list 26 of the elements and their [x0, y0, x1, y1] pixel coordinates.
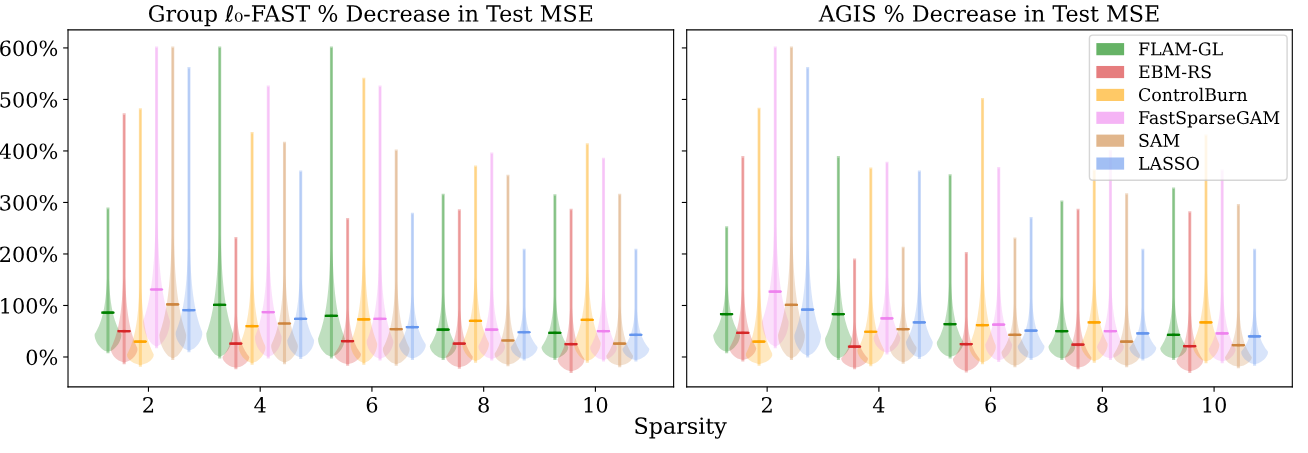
x-tick-label: 10: [1203, 396, 1226, 413]
x-tick-label: 4: [872, 396, 885, 413]
legend-label: FLAM-GL: [1138, 42, 1223, 56]
chart-title: AGIS % Decrease in Test MSE: [818, 5, 1159, 22]
x-tick-label: 8: [1097, 396, 1108, 413]
legend-label: LASSO: [1138, 156, 1199, 170]
y-tick-label: 500%: [0, 91, 58, 108]
y-tick-label: 200%: [0, 246, 58, 263]
x-tick-label: 4: [254, 396, 266, 413]
y-tick-label: 400%: [0, 143, 58, 160]
y-tick-label: 300%: [0, 194, 58, 211]
legend-label: SAM: [1139, 133, 1180, 147]
x-axis-title: Sparsity: [635, 417, 727, 439]
chart-title: Group ℓ₀-FAST % Decrease in Test MSE: [148, 5, 593, 27]
x-tick-label: 2: [143, 396, 154, 413]
x-tick-label: 6: [985, 396, 996, 413]
y-tick-label: 100%: [1, 297, 58, 314]
legend-label: EBM-RS: [1138, 65, 1211, 79]
x-tick-label: 6: [366, 396, 378, 413]
legend-label: FastSparseGAM: [1138, 110, 1280, 128]
x-tick-label: 8: [478, 396, 489, 413]
x-tick-label: 2: [761, 396, 772, 413]
y-tick-label: 0%: [26, 349, 58, 366]
legend-label: ControlBurn: [1138, 87, 1248, 102]
y-tick-label: 600%: [0, 40, 58, 57]
x-tick-label: 10: [584, 396, 608, 413]
